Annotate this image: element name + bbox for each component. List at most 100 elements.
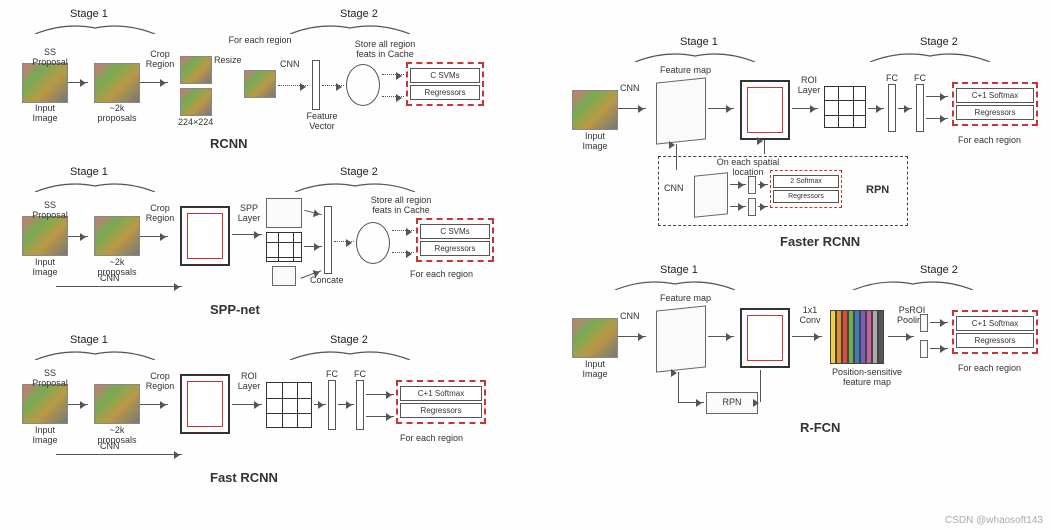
arrow [366, 394, 394, 395]
arrow [926, 96, 948, 97]
roi-label: ROI Layer [794, 76, 824, 96]
arrow [140, 236, 168, 237]
arrow [140, 82, 168, 83]
brace-s1 [570, 50, 820, 62]
pyr-grid [266, 232, 302, 262]
conv1-label: 1x1 Conv [796, 306, 824, 326]
fc2 [916, 84, 924, 132]
arrow [792, 108, 818, 109]
stage1-label: Stage 1 [70, 166, 108, 178]
crop: Crop Region [142, 204, 178, 224]
down1 [678, 372, 679, 402]
pyr-large [266, 198, 302, 228]
arrow [68, 404, 88, 405]
roi-grid [266, 382, 312, 428]
store-label: Store all region feats in Cache [356, 196, 446, 216]
proposals-img [94, 384, 140, 424]
cnn-in [244, 70, 276, 98]
brace-s1 [20, 180, 170, 192]
input-img [22, 384, 68, 424]
brace-s1 [20, 22, 170, 34]
stage2-label: Stage 2 [920, 264, 958, 276]
stage1-label: Stage 1 [680, 36, 718, 48]
size224: 224×224 [178, 118, 213, 128]
cache-icon [356, 222, 390, 264]
rpn-box: RPN [706, 392, 758, 414]
roi-label: ROI Layer [234, 372, 264, 392]
psmap-label: Position-sensitive feature map [822, 368, 912, 388]
cnn-label: CNN [280, 60, 300, 70]
arrow [792, 336, 822, 337]
outputs: C+1 Softmax Regressors [952, 82, 1038, 126]
brace-s2 [835, 50, 1025, 62]
stage2-label: Stage 2 [340, 8, 378, 20]
proposals-img [94, 216, 140, 256]
pyr-small [272, 266, 296, 286]
panel-faster: Stage 1 Stage 2 Input Image CNN Feature … [560, 36, 1040, 256]
fc1-label: FC [886, 74, 898, 84]
fc1 [888, 84, 896, 132]
soft2: 2 Softmax [773, 175, 839, 188]
ssprop: SS Proposal [30, 201, 70, 221]
fc1 [328, 380, 336, 430]
ssprop: SS Proposal [30, 369, 70, 389]
stage1-label: Stage 1 [660, 264, 698, 276]
input-img [22, 63, 68, 103]
rpn-label: RPN [866, 184, 889, 196]
resize1 [180, 56, 212, 84]
cache-icon [346, 64, 380, 106]
csvms: C SVMs [420, 224, 490, 239]
cnn-arrow [56, 286, 182, 287]
outputs: C SVMs Regressors [406, 62, 484, 106]
stage2-label: Stage 2 [330, 334, 368, 346]
arrow [278, 85, 308, 86]
cnn-arrow [56, 454, 182, 455]
arrow [68, 82, 88, 83]
arrow [898, 108, 912, 109]
arrow [708, 336, 734, 337]
regressors: Regressors [773, 190, 839, 203]
foreach-label: For each region [410, 270, 473, 280]
cnn-label: CNN [620, 84, 640, 94]
rpn-vec2 [748, 198, 756, 216]
c1soft: C+1 Softmax [400, 386, 482, 401]
outputs: C+1 Softmax Regressors [952, 310, 1038, 354]
arrow [304, 246, 322, 247]
model-name: Fast RCNN [210, 470, 278, 485]
stage1-label: Stage 1 [70, 8, 108, 20]
model-name: RCNN [210, 136, 248, 151]
panel-rfcn: Stage 1 Stage 2 Input Image CNN Feature … [560, 264, 1040, 474]
arrow [930, 348, 948, 349]
store-label: Store all region feats in Cache [340, 40, 430, 60]
rpn-vec1 [748, 176, 756, 194]
arrow [758, 206, 768, 207]
featmap-slab [656, 77, 706, 144]
arrow [730, 206, 746, 207]
model-name: Faster RCNN [780, 234, 860, 249]
panel-rcnn: Stage 1 Stage 2 For each region Store al… [10, 8, 540, 158]
ssprop: SS Proposal [30, 48, 70, 68]
arrow [758, 184, 768, 185]
arrow [888, 336, 914, 337]
arrow [322, 85, 344, 86]
featmap2 [740, 308, 790, 368]
fc2-label: FC [914, 74, 926, 84]
input-label: Input Image [572, 360, 618, 380]
regressors: Regressors [410, 85, 480, 100]
fc2 [356, 380, 364, 430]
featmap-slab [656, 305, 706, 372]
featmap-label: Feature map [660, 66, 711, 76]
resize2 [180, 88, 212, 116]
psmap [830, 310, 884, 364]
cnn-label: CNN [100, 442, 120, 452]
brace-s2 [200, 348, 500, 360]
arrow [868, 108, 884, 109]
rpn-text: RPN [722, 397, 741, 407]
brace-s2 [798, 278, 1028, 290]
stage2-label: Stage 2 [340, 166, 378, 178]
featvec [312, 60, 320, 110]
up-conn [760, 370, 761, 402]
featmap [180, 374, 230, 434]
regressors: Regressors [956, 105, 1034, 120]
arrow [334, 241, 354, 242]
